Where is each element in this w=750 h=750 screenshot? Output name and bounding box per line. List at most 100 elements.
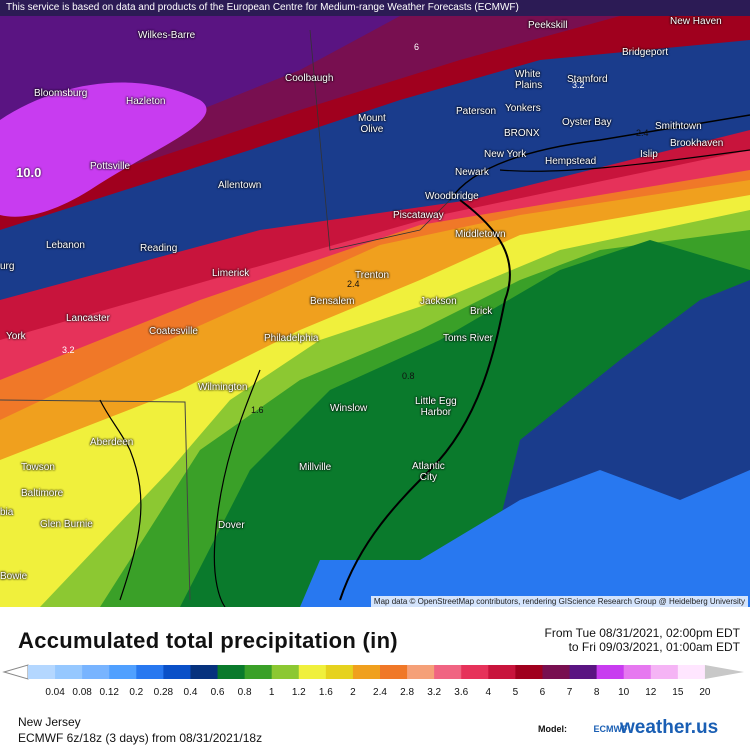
scale-swatch (461, 665, 489, 679)
city-label-towson: Towson (21, 462, 55, 473)
city-label-urg: urg (0, 261, 15, 272)
scale-tick-label: 5 (512, 687, 519, 698)
model-label-text: Model: (538, 724, 567, 734)
model-run-info: ECMWF 6z/18z (3 days) from 08/31/2021/18… (18, 731, 263, 745)
contour-value-2-4: 2.4 (636, 128, 649, 138)
scale-tick-label: 10 (618, 687, 630, 698)
city-label-bronx: BRONX (504, 128, 540, 139)
contour-value-0-8: 0.8 (402, 371, 415, 381)
city-label-islip: Islip (640, 149, 658, 160)
scale-tick-label: 15 (672, 687, 684, 698)
scale-swatch (569, 665, 598, 679)
city-label-little-egg-harbor: Little Egg Harbor (415, 396, 457, 418)
weather-us-logo[interactable]: weather.us (620, 717, 719, 738)
scale-tick-label: 0.6 (210, 687, 225, 698)
city-label-bensalem: Bensalem (310, 296, 355, 307)
scale-swatch (434, 665, 462, 679)
scale-tick-label: 8 (593, 687, 600, 698)
city-label-oyster-bay: Oyster Bay (562, 117, 612, 128)
contour-value-1-6: 1.6 (251, 405, 264, 415)
scale-tick-label: 2.4 (373, 687, 387, 698)
scale-tick-label: 20 (699, 687, 711, 698)
region-info: New Jersey ECMWF 6z/18z (3 days) from 08… (18, 714, 262, 746)
city-label-lebanon: Lebanon (46, 240, 85, 251)
city-label-dover: Dover (218, 520, 245, 531)
scale-swatch (217, 665, 246, 679)
city-label-hempstead: Hempstead (545, 156, 597, 167)
scale-tick-label: 0.12 (99, 687, 119, 698)
city-label-yonkers: Yonkers (505, 103, 541, 114)
scale-swatch (650, 665, 679, 679)
scale-swatch (515, 665, 543, 679)
city-label-coatesville: Coatesville (149, 326, 198, 337)
scale-swatch (109, 665, 137, 679)
city-label-allentown: Allentown (218, 180, 262, 191)
precipitation-map[interactable]: This service is based on data and produc… (0, 0, 750, 607)
city-label-reading: Reading (140, 243, 178, 254)
city-label-brookhaven: Brookhaven (670, 138, 724, 149)
scale-swatch (407, 665, 435, 679)
scale-tick-label: 0.04 (45, 687, 65, 698)
scale-swatch (298, 665, 327, 679)
ecmwf-logo: ECMWF (593, 724, 628, 734)
city-label-peekskill: Peekskill (528, 20, 568, 31)
scale-swatch (271, 665, 300, 679)
city-label-millville: Millville (299, 462, 332, 473)
city-label-hazleton: Hazleton (126, 96, 166, 107)
forecast-period: From Tue 08/31/2021, 02:00pm EDT to Fri … (545, 626, 740, 654)
city-label-mount-olive: Mount Olive (358, 113, 386, 135)
scale-tick-label: 1.2 (291, 687, 306, 698)
city-label-new-york: New York (484, 149, 527, 160)
city-label-new-haven: New Haven (670, 16, 722, 27)
city-label-limerick: Limerick (212, 268, 250, 279)
city-label-bridgeport: Bridgeport (622, 47, 669, 58)
legend-title: Accumulated total precipitation (in) (18, 628, 398, 653)
scale-tick-label: 2.8 (400, 687, 415, 698)
scale-tick-label: 3.2 (427, 687, 442, 698)
scale-swatch (623, 665, 652, 679)
city-label-wilkes-barre: Wilkes-Barre (138, 30, 196, 41)
scale-swatch (55, 665, 83, 679)
scale-tick-label: 7 (566, 687, 573, 698)
scale-tick-label: 12 (645, 687, 657, 698)
city-label-piscataway: Piscataway (393, 210, 444, 221)
city-label-brick: Brick (470, 306, 493, 317)
scale-swatch (82, 665, 110, 679)
region-name: New Jersey (18, 715, 81, 729)
city-label-york: York (6, 331, 26, 342)
scale-tick-label: 1.6 (318, 687, 333, 698)
scale-over-arrow (704, 665, 744, 679)
city-label-woodbridge: Woodbridge (425, 191, 479, 202)
city-label-toms-river: Toms River (443, 333, 494, 344)
scale-swatch (163, 665, 191, 679)
map-attribution[interactable]: Map data © OpenStreetMap contributors, r… (370, 596, 748, 607)
city-label-lancaster: Lancaster (66, 313, 110, 324)
city-label-aberdeen: Aberdeen (90, 437, 134, 448)
scale-swatch (380, 665, 408, 679)
city-label-middletown: Middletown (455, 229, 506, 240)
period-to: to Fri 09/03/2021, 01:00am EDT (568, 640, 740, 654)
scale-swatch (190, 665, 219, 679)
model-label: Model: ECMWF (538, 724, 628, 734)
scale-tick-label: 2 (350, 687, 356, 698)
precipitation-field (0, 0, 750, 607)
city-label-bloomsburg: Bloomsburg (34, 88, 88, 99)
scale-swatch (542, 665, 571, 679)
city-label-glen-burnie: Glen Burnie (40, 519, 93, 530)
color-scale-bar (2, 664, 744, 680)
city-label-smithtown: Smithtown (655, 121, 702, 132)
scale-swatch (488, 665, 516, 679)
scale-swatch (596, 665, 625, 679)
city-label-winslow: Winslow (330, 403, 368, 414)
scale-tick-label: 0.28 (153, 687, 174, 698)
city-label-atlantic-city: Atlantic City (412, 461, 445, 483)
scale-tick-label: 1 (268, 687, 275, 698)
scale-swatch (677, 665, 706, 679)
city-label-pottsville: Pottsville (90, 161, 131, 172)
scale-tick-label: 0.4 (183, 687, 198, 698)
scale-tick-label: 0.8 (237, 687, 252, 698)
city-label-coolbaugh: Coolbaugh (285, 73, 334, 84)
legend-footer: Accumulated total precipitation (in) Fro… (0, 607, 750, 750)
city-label-paterson: Paterson (456, 106, 497, 117)
contour-value-3-2: 3.2 (62, 345, 75, 355)
